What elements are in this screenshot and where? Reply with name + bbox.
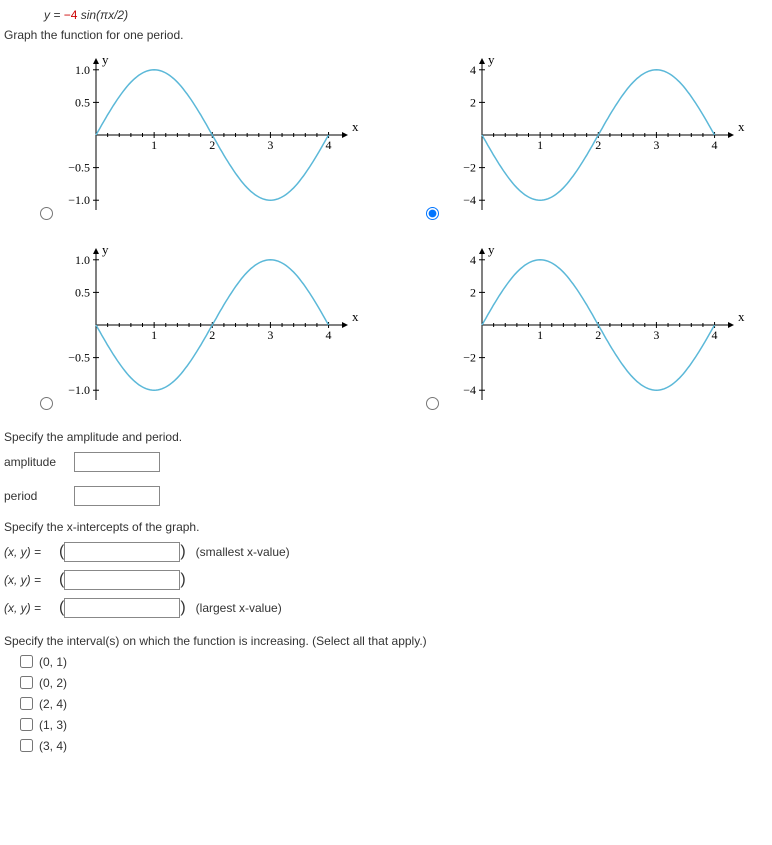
interval-option: (0, 2) [16, 673, 772, 692]
section-intercepts: Specify the x-intercepts of the graph. [4, 520, 772, 534]
svg-text:y: y [102, 52, 109, 67]
interval-option: (3, 4) [16, 736, 772, 755]
svg-text:x: x [352, 309, 359, 324]
interval-checkbox-4[interactable] [20, 739, 33, 752]
graph-radio-br[interactable] [426, 397, 439, 410]
section-intervals: Specify the interval(s) on which the fun… [4, 634, 772, 648]
intercept-input-0[interactable] [64, 542, 180, 562]
svg-text:x: x [738, 309, 745, 324]
interval-option: (1, 3) [16, 715, 772, 734]
interval-label: (0, 1) [39, 655, 67, 669]
intercept-hint: (largest x-value) [196, 601, 282, 615]
close-paren: ) [180, 599, 185, 617]
svg-text:−4: −4 [463, 383, 476, 397]
intercept-input-1[interactable] [64, 570, 180, 590]
svg-text:3: 3 [653, 138, 659, 152]
svg-text:y: y [488, 242, 495, 257]
eq-rest: sin(πx/2) [77, 8, 128, 22]
intercept-row: (x, y) =() [4, 570, 772, 590]
graphs-grid: 1234−1.0−0.50.51.0yx1234−4−224yx1234−1.0… [34, 50, 772, 410]
xy-prefix: (x, y) = [4, 601, 59, 615]
svg-text:1: 1 [151, 328, 157, 342]
svg-text:y: y [488, 52, 495, 67]
interval-option: (2, 4) [16, 694, 772, 713]
chart-bl: 1234−1.0−0.50.51.0yx [56, 240, 366, 410]
intervals-list: (0, 1) (0, 2) (2, 4) (1, 3) (3, 4) [4, 652, 772, 755]
svg-text:4: 4 [326, 328, 332, 342]
interval-checkbox-0[interactable] [20, 655, 33, 668]
svg-text:0.5: 0.5 [75, 95, 90, 109]
svg-text:−4: −4 [463, 193, 476, 207]
period-label: period [4, 489, 74, 503]
svg-text:−2: −2 [463, 351, 476, 365]
intercepts-list: (x, y) =()(smallest x-value)(x, y) =()(x… [4, 542, 772, 618]
interval-checkbox-1[interactable] [20, 676, 33, 689]
svg-text:x: x [352, 119, 359, 134]
graph-radio-tl[interactable] [40, 207, 53, 220]
intercept-row: (x, y) =()(smallest x-value) [4, 542, 772, 562]
xy-prefix: (x, y) = [4, 573, 59, 587]
interval-checkbox-2[interactable] [20, 697, 33, 710]
eq-coef: −4 [64, 8, 78, 22]
svg-text:3: 3 [653, 328, 659, 342]
svg-text:−1.0: −1.0 [68, 193, 90, 207]
close-paren: ) [180, 571, 185, 589]
equation: y = −4 sin(πx/2) [44, 8, 772, 22]
svg-text:−1.0: −1.0 [68, 383, 90, 397]
interval-checkbox-3[interactable] [20, 718, 33, 731]
graph-option-br: 1234−4−224yx [420, 240, 772, 410]
svg-text:y: y [102, 242, 109, 257]
graph-radio-tr[interactable] [426, 207, 439, 220]
close-paren: ) [180, 543, 185, 561]
intercept-row: (x, y) =()(largest x-value) [4, 598, 772, 618]
svg-text:−2: −2 [463, 161, 476, 175]
svg-text:−0.5: −0.5 [68, 161, 90, 175]
chart-tr: 1234−4−224yx [442, 50, 752, 220]
intercept-input-2[interactable] [64, 598, 180, 618]
svg-text:1: 1 [537, 138, 543, 152]
interval-option: (0, 1) [16, 652, 772, 671]
interval-label: (3, 4) [39, 739, 67, 753]
svg-text:0.5: 0.5 [75, 285, 90, 299]
eq-prefix: y = [44, 8, 64, 22]
svg-text:1: 1 [537, 328, 543, 342]
svg-text:2: 2 [470, 285, 476, 299]
prompt-graph: Graph the function for one period. [4, 28, 772, 42]
svg-text:x: x [738, 119, 745, 134]
xy-prefix: (x, y) = [4, 545, 59, 559]
interval-label: (2, 4) [39, 697, 67, 711]
svg-text:1: 1 [151, 138, 157, 152]
svg-text:4: 4 [470, 253, 476, 267]
graph-option-bl: 1234−1.0−0.50.51.0yx [34, 240, 390, 410]
svg-text:4: 4 [470, 63, 476, 77]
chart-tl: 1234−1.0−0.50.51.0yx [56, 50, 366, 220]
svg-text:1.0: 1.0 [75, 63, 90, 77]
svg-text:3: 3 [267, 138, 273, 152]
svg-text:−0.5: −0.5 [68, 351, 90, 365]
svg-text:1.0: 1.0 [75, 253, 90, 267]
svg-text:4: 4 [712, 138, 718, 152]
section-amp-period: Specify the amplitude and period. [4, 430, 772, 444]
intercept-hint: (smallest x-value) [196, 545, 290, 559]
interval-label: (0, 2) [39, 676, 67, 690]
svg-text:2: 2 [470, 95, 476, 109]
amplitude-input[interactable] [74, 452, 160, 472]
chart-br: 1234−4−224yx [442, 240, 752, 410]
period-input[interactable] [74, 486, 160, 506]
amplitude-label: amplitude [4, 455, 74, 469]
graph-option-tl: 1234−1.0−0.50.51.0yx [34, 50, 390, 220]
interval-label: (1, 3) [39, 718, 67, 732]
graph-option-tr: 1234−4−224yx [420, 50, 772, 220]
graph-radio-bl[interactable] [40, 397, 53, 410]
svg-text:3: 3 [267, 328, 273, 342]
